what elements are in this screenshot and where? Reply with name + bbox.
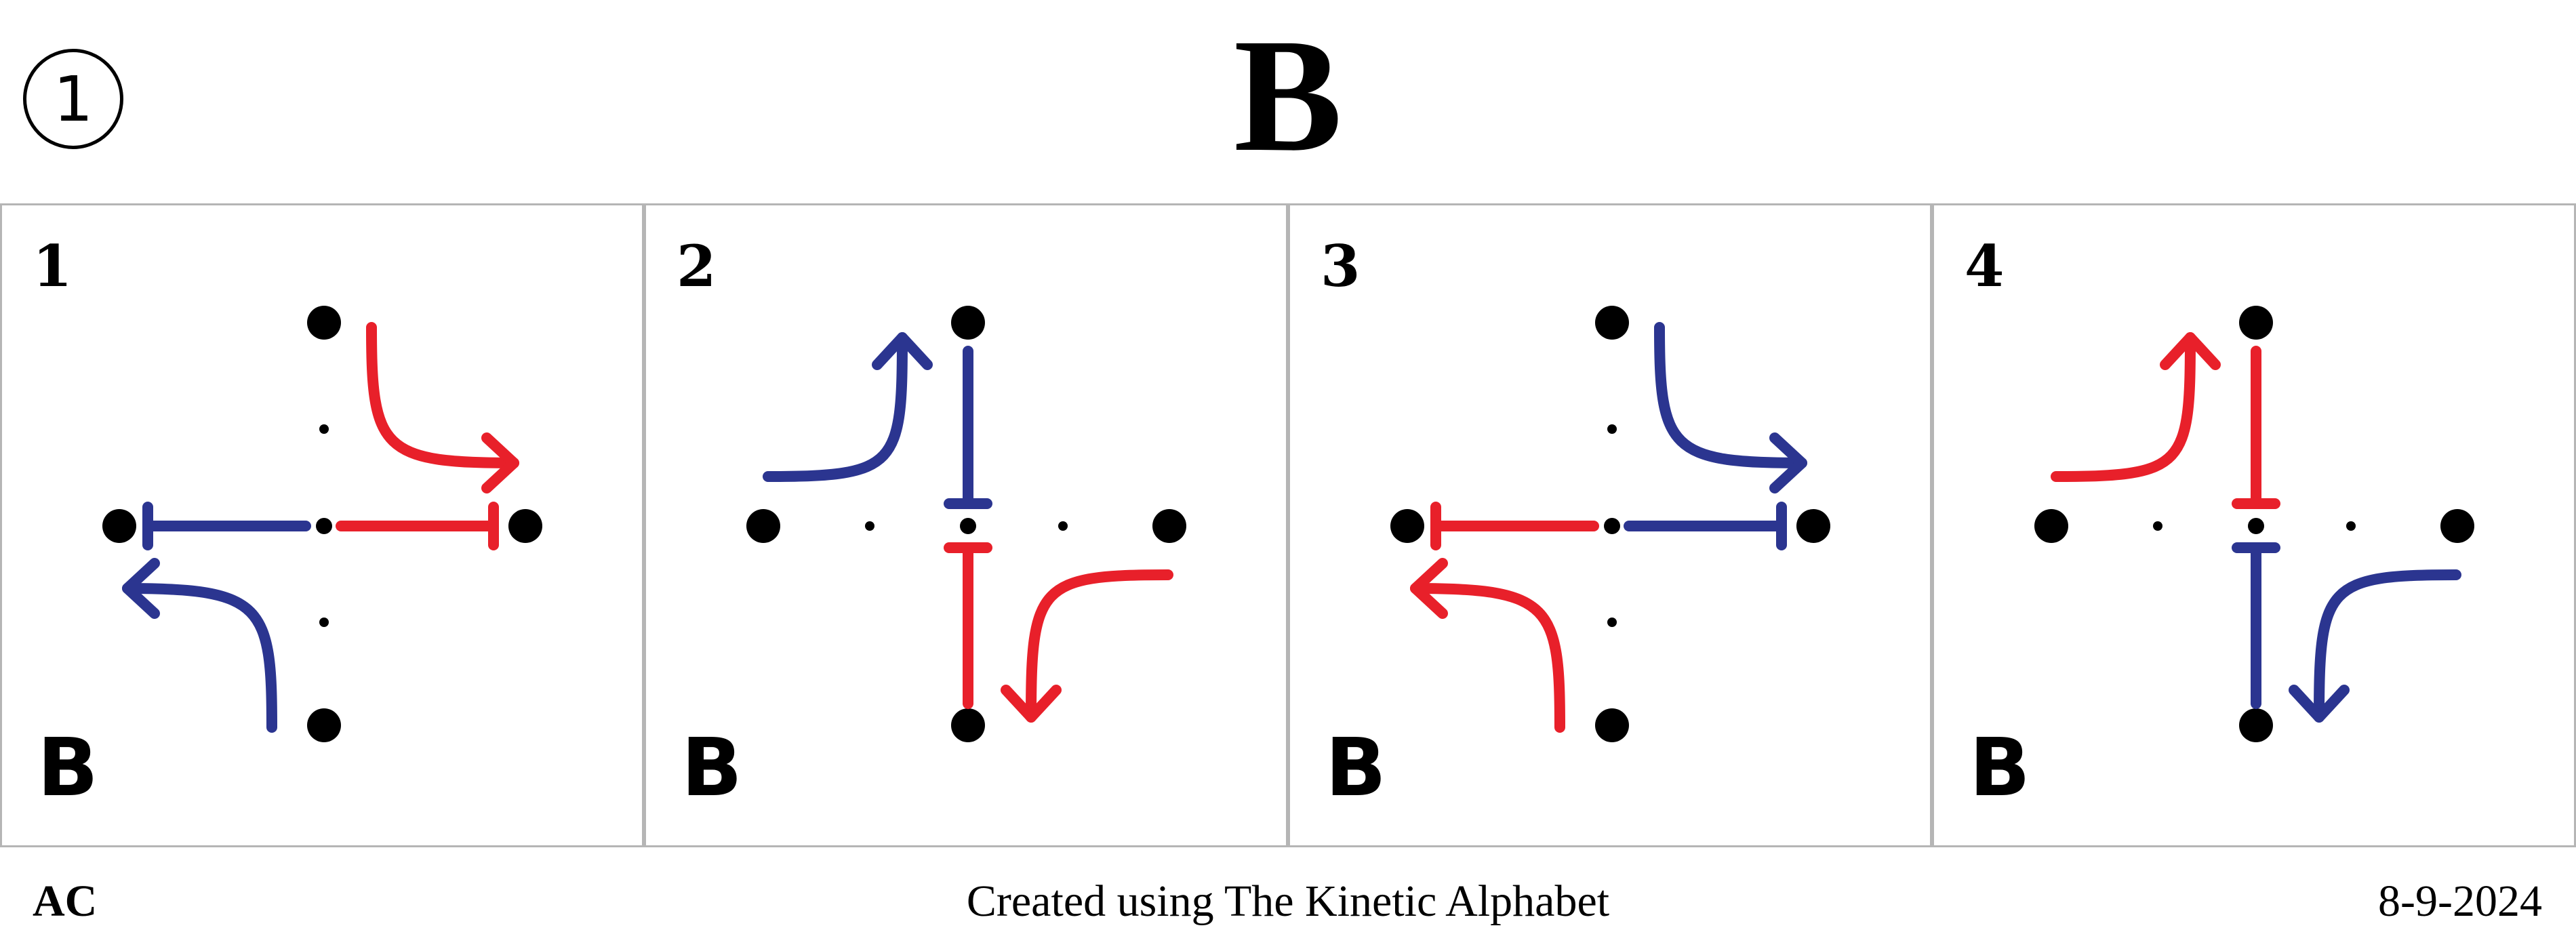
- hand-a-path: [763, 332, 992, 509]
- panel-letter: B: [1325, 721, 1386, 814]
- panel-number: 3: [1321, 233, 1361, 300]
- footer-credit: Created using The Kinetic Alphabet: [966, 876, 1610, 926]
- panel-3: 3 B: [1288, 203, 1932, 847]
- panel-row: 1 B 2: [0, 203, 2576, 847]
- kinetic-diagram: [2034, 306, 2474, 742]
- hand-a-path: [1624, 322, 1807, 550]
- panel-1: 1 B: [0, 203, 644, 847]
- kinetic-diagram: [746, 306, 1186, 742]
- panel-4: 4 B: [1932, 203, 2576, 847]
- hand-b-path: [122, 502, 311, 733]
- hand-b-path: [944, 542, 1173, 723]
- hand-b-path: [2232, 542, 2461, 723]
- page-title: B: [1233, 5, 1343, 185]
- panel-letter: B: [1969, 721, 2030, 814]
- panel-number: 2: [677, 233, 717, 300]
- hand-b-path: [1410, 502, 1599, 733]
- kinetic-diagram: [102, 306, 542, 742]
- panel-2: 2 B: [644, 203, 1288, 847]
- footer-date: 8-9-2024: [2378, 876, 2542, 926]
- grid-dots: [102, 306, 542, 742]
- grid-dots: [746, 306, 1186, 742]
- footer-author: AC: [33, 876, 98, 926]
- panel-letter: B: [37, 721, 98, 814]
- step-number-badge: 1: [23, 49, 123, 149]
- panel-number: 1: [33, 233, 73, 300]
- kinetic-diagram: [1390, 306, 1830, 742]
- panel-letter: B: [681, 721, 742, 814]
- grid-dots: [2034, 306, 2474, 742]
- hand-a-path: [2051, 332, 2280, 509]
- hand-a-path: [336, 322, 519, 550]
- panel-number: 4: [1965, 233, 2005, 300]
